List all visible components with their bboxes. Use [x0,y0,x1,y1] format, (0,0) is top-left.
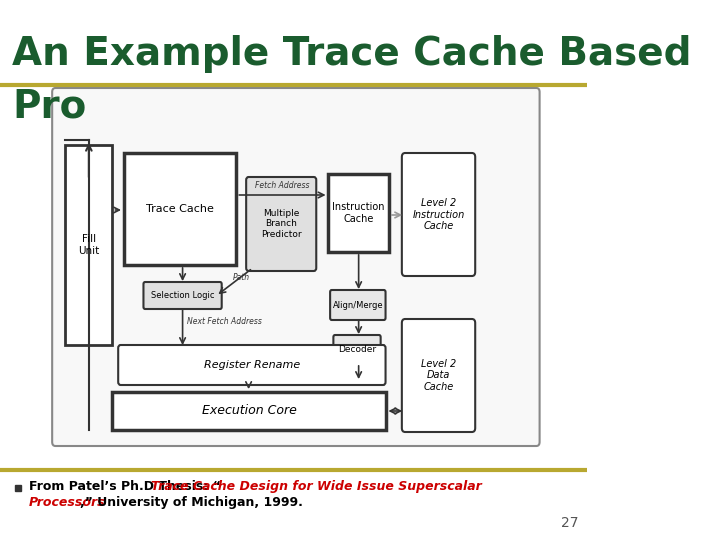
FancyBboxPatch shape [118,345,385,385]
Text: Instruction
Cache: Instruction Cache [333,202,385,224]
Text: Align/Merge: Align/Merge [333,300,383,309]
FancyBboxPatch shape [143,282,222,309]
Text: Next Fetch Address: Next Fetch Address [187,317,262,326]
Text: Fill
Unit: Fill Unit [78,234,99,256]
Text: 27: 27 [561,516,579,530]
Text: ,” University of Michigan, 1999.: ,” University of Michigan, 1999. [80,496,302,509]
Text: Selection Logic: Selection Logic [150,291,215,300]
Text: Register Rename: Register Rename [204,360,300,370]
FancyBboxPatch shape [402,153,475,276]
Text: Path: Path [233,273,249,282]
FancyBboxPatch shape [333,335,381,365]
Text: Trace Cache Design for Wide Issue Superscalar: Trace Cache Design for Wide Issue Supers… [150,480,482,493]
FancyBboxPatch shape [402,319,475,432]
Text: Processors: Processors [29,496,105,509]
Text: Trace Cache: Trace Cache [146,204,214,214]
FancyBboxPatch shape [52,88,539,446]
Text: An Example Trace Cache Based: An Example Trace Cache Based [12,35,692,73]
FancyBboxPatch shape [112,392,385,430]
FancyBboxPatch shape [66,145,112,345]
Text: Pro: Pro [12,87,86,125]
FancyBboxPatch shape [246,177,316,271]
FancyBboxPatch shape [328,174,389,252]
FancyBboxPatch shape [124,153,236,265]
Text: Level 2
Data
Cache: Level 2 Data Cache [421,359,456,392]
Text: Execution Core: Execution Core [202,404,297,417]
Text: From Patel’s Ph.D Thesis: “: From Patel’s Ph.D Thesis: “ [29,480,220,493]
Text: Decoder: Decoder [338,346,376,354]
FancyBboxPatch shape [330,290,385,320]
Text: Multiple
Branch
Predictor: Multiple Branch Predictor [261,209,302,239]
Text: Fetch Address: Fetch Address [255,181,310,190]
Text: Level 2
Instruction
Cache: Level 2 Instruction Cache [413,198,464,231]
